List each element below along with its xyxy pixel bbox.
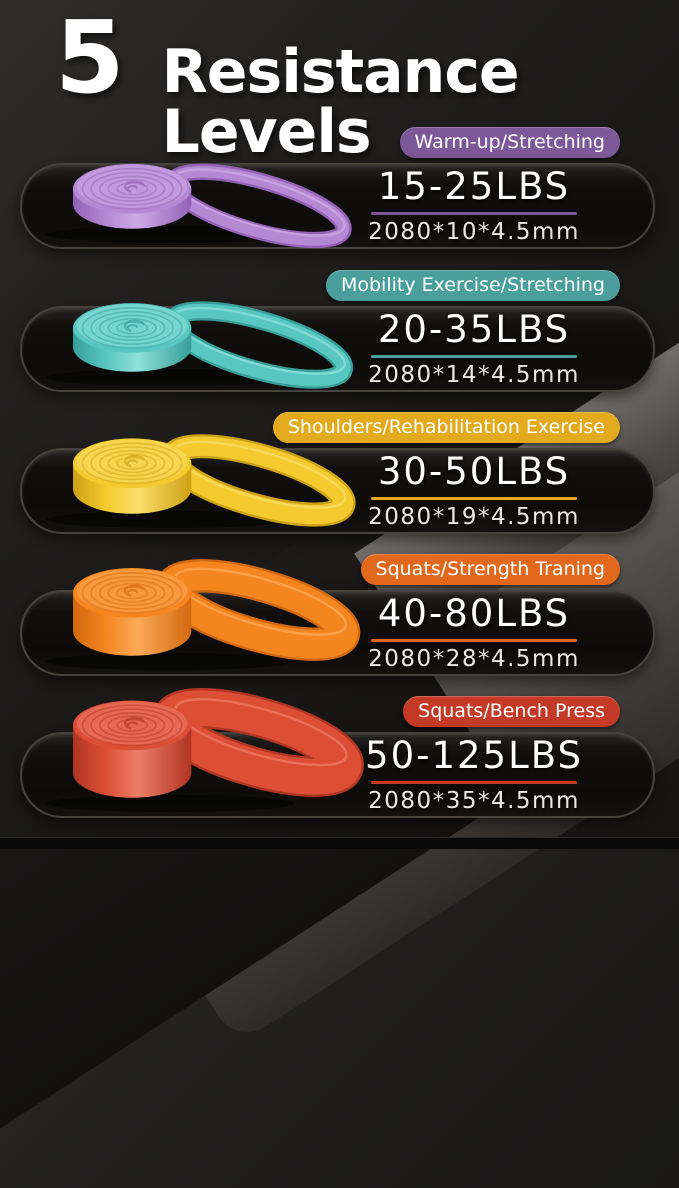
resistance-level-row: Mobility Exercise/Stretching 20-35LBS 20… [0,270,679,392]
level-label-badge: Shoulders/Rehabilitation Exercise [272,412,620,443]
level-capsule: 20-35LBS 2080*14*4.5mm [20,301,655,392]
band-dimensions: 2080*19*4.5mm [368,503,580,530]
weight-range: 15-25LBS [377,165,571,209]
level-label-badge: Squats/Bench Press [403,696,620,727]
level-label-badge: Mobility Exercise/Stretching [325,270,620,301]
level-label-badge: Squats/Strength Traning [360,554,620,585]
resistance-level-row: Warm-up/Stretching 15-25LBS 2080*10*4.5m… [0,127,679,249]
accent-underline [371,496,577,500]
resistance-level-row: Shoulders/Rehabilitation Exercise 30-50L… [0,412,679,534]
resistance-band-image [36,264,358,389]
level-capsule: 40-80LBS 2080*28*4.5mm [20,559,655,676]
level-capsule: 15-25LBS 2080*10*4.5mm [20,163,655,249]
page-title: 5 Resistance Levels [55,0,679,167]
band-dimensions: 2080*10*4.5mm [368,218,580,245]
weight-range: 50-125LBS [365,734,583,778]
level-count: 5 [55,0,125,116]
bottom-border-strip [0,837,679,849]
accent-underline [371,354,577,358]
level-info: 40-80LBS 2080*28*4.5mm [353,594,595,672]
band-dimensions: 2080*28*4.5mm [368,645,580,672]
weight-range: 40-80LBS [377,592,571,636]
page-title-text: Resistance Levels [161,37,520,167]
level-info: 15-25LBS 2080*10*4.5mm [353,167,595,245]
accent-underline [371,638,577,642]
accent-underline [371,780,577,784]
band-dimensions: 2080*35*4.5mm [368,787,580,814]
level-label-badge: Warm-up/Stretching [399,127,620,158]
resistance-level-row: Squats/Bench Press 50-125LBS 2080*35*4.5… [0,688,679,818]
level-info: 50-125LBS 2080*35*4.5mm [353,736,595,814]
level-info: 30-50LBS 2080*19*4.5mm [353,452,595,530]
level-info: 20-35LBS 2080*14*4.5mm [353,310,595,388]
band-dimensions: 2080*14*4.5mm [368,361,580,388]
resistance-level-row: Squats/Strength Traning 40-80LBS 2080*28… [0,554,679,676]
weight-range: 20-35LBS [377,308,571,352]
accent-underline [371,211,577,215]
level-capsule: 30-50LBS 2080*19*4.5mm [20,434,655,534]
weight-range: 30-50LBS [377,450,571,494]
level-capsule: 50-125LBS 2080*35*4.5mm [20,688,655,818]
